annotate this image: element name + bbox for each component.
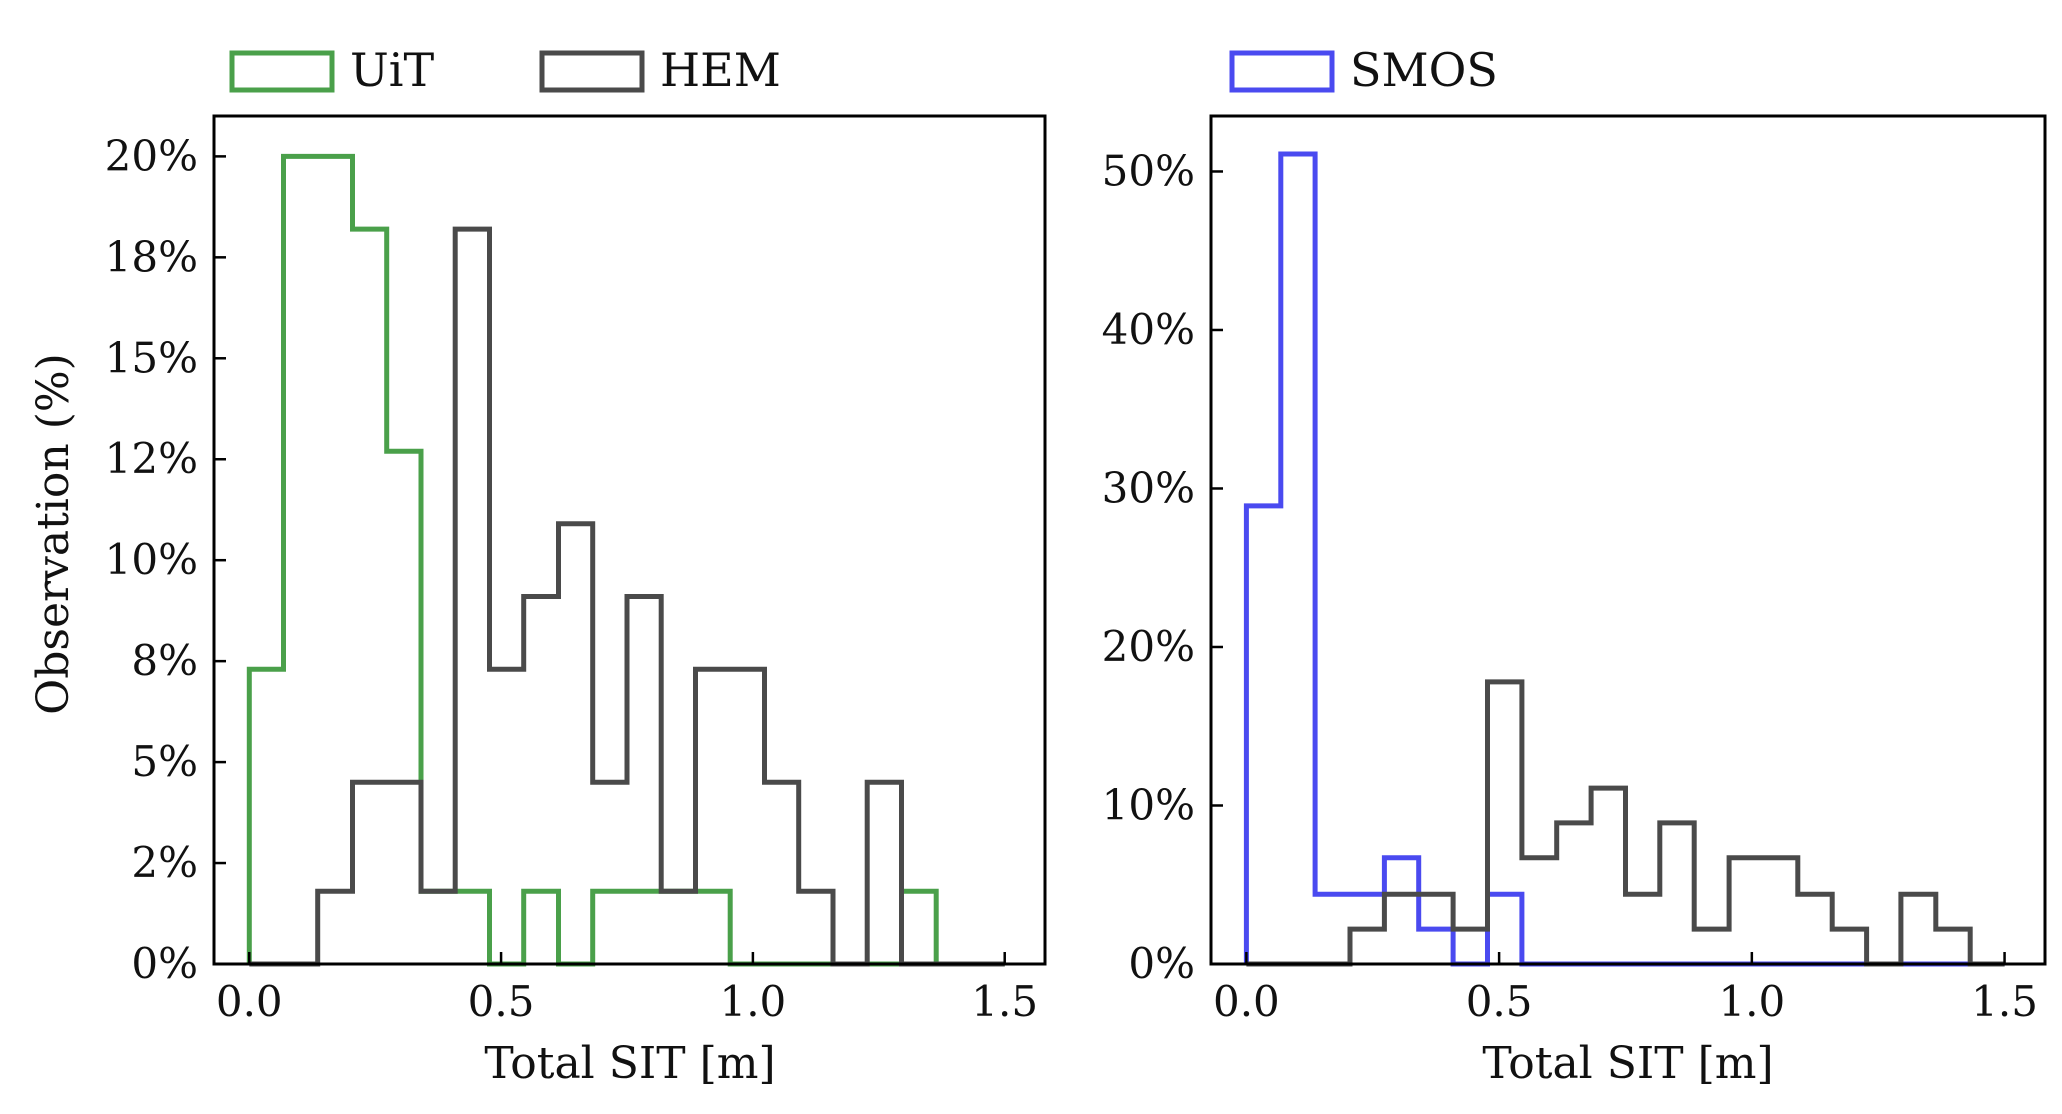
left-y-tick-label: 12% (105, 434, 198, 483)
left-y-tick-label: 2% (131, 838, 198, 887)
left-legend: UiT HEM (229, 43, 781, 97)
left-y-tick-label: 18% (105, 232, 198, 281)
right-x-axis-label: Total SIT [m] (1482, 1038, 1773, 1089)
left-legend-swatch-hem (539, 50, 645, 93)
left-y-tick-label: 0% (131, 939, 198, 988)
left-y-tick-label: 5% (131, 737, 198, 786)
right-ticks-layer: 0.0 0.5 1.0 1.5 0% 10% 20% 30% 40% 50% (1102, 146, 2038, 1026)
left-legend-label-hem: HEM (660, 43, 781, 97)
right-legend-label-smos: SMOS (1350, 43, 1498, 97)
right-legend: SMOS (1229, 43, 1498, 97)
right-y-tick-label: 40% (1102, 305, 1195, 354)
left-y-tick-label: 15% (105, 333, 198, 382)
left-y-tick-label: 10% (105, 535, 198, 584)
right-y-tick-label: 30% (1102, 463, 1195, 512)
left-y-axis-label: Observation (%) (28, 353, 79, 715)
left-x-axis-label: Total SIT [m] (484, 1038, 775, 1089)
right-x-tick-label: 0.0 (1213, 977, 1280, 1026)
left-ticks-layer: 0.0 0.5 1.0 1.5 0% 2% 5% 8% 10% 12% 15% 18% 20% (105, 131, 1038, 1026)
right-y-tick-label: 10% (1102, 780, 1195, 829)
left-x-tick-label: 0.5 (468, 977, 535, 1026)
right-histogram-panel: 0.0 0.5 1.0 1.5 0% 10% 20% 30% 40% 50% SMOS Total… (1102, 43, 2047, 1089)
left-legend-swatch-uit (229, 50, 335, 93)
left-x-tick-label: 1.0 (719, 977, 786, 1026)
right-y-tick-label: 0% (1128, 939, 1195, 988)
left-plot-frame (212, 114, 1047, 966)
left-x-tick-label: 1.5 (971, 977, 1038, 1026)
right-x-tick-label: 0.5 (1466, 977, 1533, 1026)
left-y-tick-label: 20% (105, 131, 198, 180)
left-y-tick-label: 8% (131, 636, 198, 685)
left-legend-label-uit: UiT (350, 43, 434, 97)
right-x-tick-label: 1.5 (1971, 977, 2038, 1026)
right-plot-frame (1209, 114, 2047, 966)
right-y-tick-label: 20% (1102, 622, 1195, 671)
right-legend-swatch-smos (1229, 50, 1335, 93)
right-x-tick-label: 1.0 (1718, 977, 1785, 1026)
left-histogram-panel: 0.0 0.5 1.0 1.5 0% 2% 5% 8% 10% 12% 15% 18% 20% UiT H… (28, 43, 1047, 1089)
right-y-tick-label: 50% (1102, 146, 1195, 195)
left-x-tick-label: 0.0 (216, 977, 283, 1026)
